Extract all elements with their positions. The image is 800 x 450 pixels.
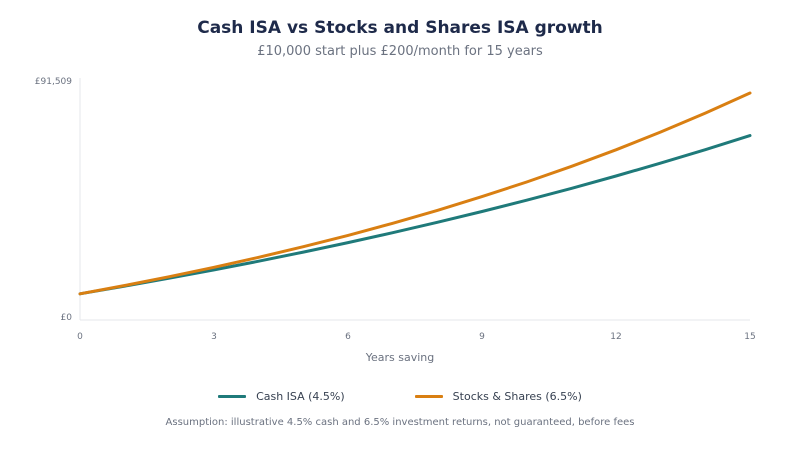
x-tick-label: 12: [610, 332, 621, 342]
assumption-note: Assumption: illustrative 4.5% cash and 6…: [165, 417, 635, 428]
x-tick-label: 9: [479, 332, 485, 342]
legend-label-cash-isa: Cash ISA (4.5%): [256, 390, 345, 403]
legend-item-stocks-shares: Stocks & Shares (6.5%): [414, 390, 582, 403]
x-tick-labels: 0 3 6 9 12 15: [77, 332, 756, 342]
legend-swatch-stocks-shares: [414, 395, 443, 398]
x-axis-label: Years saving: [365, 351, 435, 364]
legend-item-cash-isa: Cash ISA (4.5%): [218, 390, 345, 403]
x-tick-label: 15: [744, 332, 755, 342]
legend-swatch-cash-isa: [218, 395, 247, 398]
legend: Cash ISA (4.5%) Stocks & Shares (6.5%): [0, 390, 800, 403]
y-tick-label-max: £91,509: [35, 77, 72, 87]
x-tick-label: 3: [211, 332, 217, 342]
chart-subtitle: £10,000 start plus £200/month for 15 yea…: [257, 44, 543, 59]
x-tick-label: 6: [345, 332, 351, 342]
legend-label-stocks-shares: Stocks & Shares (6.5%): [452, 390, 582, 403]
chart-title: Cash ISA vs Stocks and Shares ISA growth: [197, 18, 603, 38]
x-tick-label: 0: [77, 332, 83, 342]
y-tick-label-zero: £0: [61, 313, 73, 323]
series-lines: [78, 91, 752, 296]
series-line-0: [78, 134, 752, 296]
series-line-1: [78, 91, 752, 296]
